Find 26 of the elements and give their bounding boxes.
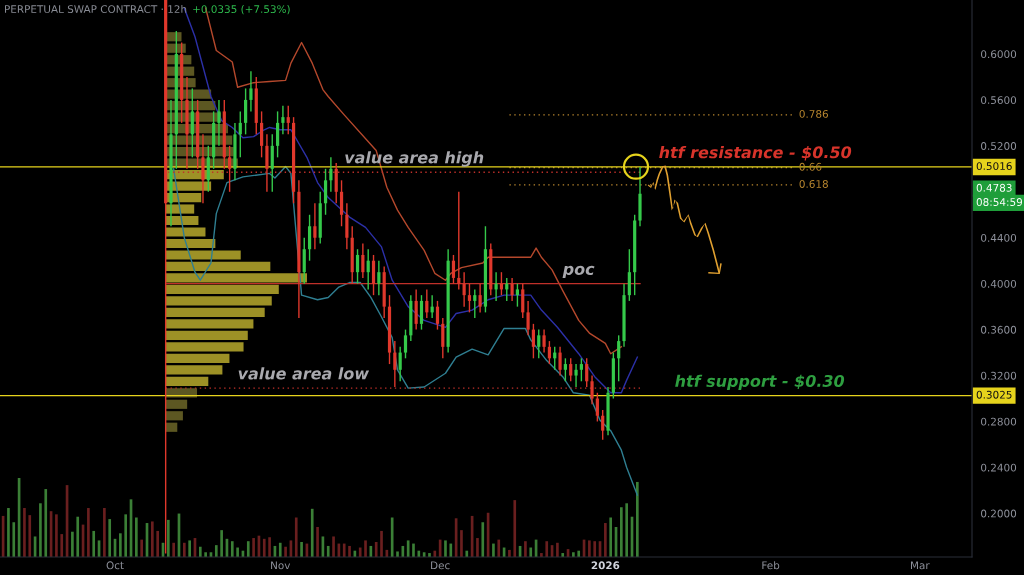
text: 0.4783 bbox=[976, 183, 1012, 192]
y-tick-label: 0.5600 bbox=[981, 96, 1017, 105]
x-tick-label: Oct bbox=[106, 561, 124, 570]
ref-line-label: 0.5016 bbox=[976, 162, 1012, 171]
y-tick-label: 0.3200 bbox=[981, 371, 1017, 380]
annotation: poc bbox=[562, 265, 595, 279]
annotation: htf resistance - $0.50 bbox=[659, 145, 852, 161]
annotation: htf support - $0.30 bbox=[675, 374, 845, 391]
x-tick-label: Feb bbox=[762, 561, 780, 570]
x-tick-label: Mar bbox=[911, 561, 930, 570]
x-tick-label: 2026 bbox=[591, 561, 620, 570]
series-label: 0.786 bbox=[799, 109, 829, 118]
y-tick-label: 0.2800 bbox=[981, 417, 1017, 426]
y-tick-label: 0.3600 bbox=[981, 325, 1017, 334]
ref-line-label: 0.3025 bbox=[976, 390, 1012, 399]
y-tick-label: 0.2400 bbox=[981, 463, 1017, 472]
y-tick-label: 0.5200 bbox=[981, 142, 1017, 150]
x-tick-label: Nov bbox=[271, 561, 291, 570]
y-tick-label: 0.2000 bbox=[981, 509, 1017, 518]
x-tick-label: Dec bbox=[431, 561, 450, 570]
y-tick-label: 0.4000 bbox=[981, 279, 1017, 288]
annotation: value area low bbox=[238, 367, 370, 380]
text: 08:54:59 bbox=[976, 198, 1023, 206]
y-tick-label: 0.6000 bbox=[981, 50, 1017, 59]
y-tick-label: 0.4400 bbox=[981, 233, 1017, 242]
series-label: 0.618 bbox=[799, 180, 828, 188]
